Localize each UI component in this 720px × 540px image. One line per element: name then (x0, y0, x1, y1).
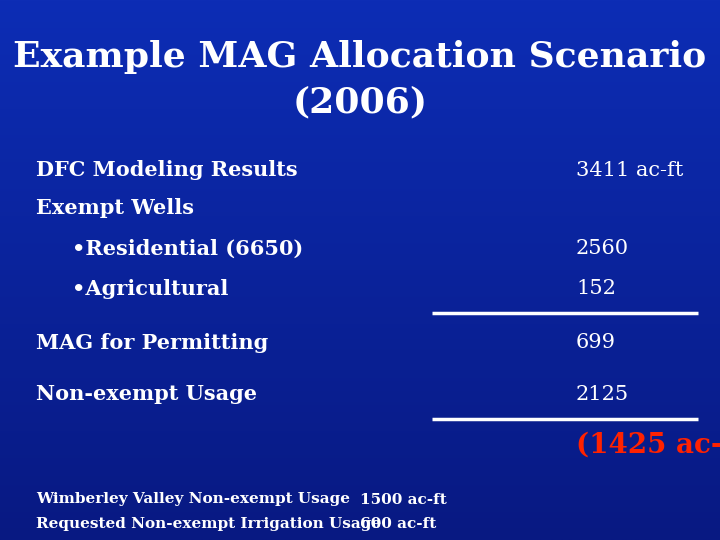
Text: (2006): (2006) (292, 86, 428, 119)
Text: 2125: 2125 (576, 384, 629, 404)
Text: Non-exempt Usage: Non-exempt Usage (36, 384, 257, 404)
Text: 2560: 2560 (576, 239, 629, 258)
Text: Requested Non-exempt Irrigation Usage: Requested Non-exempt Irrigation Usage (36, 517, 381, 531)
Text: (1425 ac-ft): (1425 ac-ft) (576, 432, 720, 459)
Text: •Agricultural: •Agricultural (72, 279, 228, 299)
Text: Wimberley Valley Non-exempt Usage: Wimberley Valley Non-exempt Usage (36, 492, 350, 507)
Text: 699: 699 (576, 333, 616, 353)
Text: Example MAG Allocation Scenario: Example MAG Allocation Scenario (14, 40, 706, 73)
Text: •Residential (6650): •Residential (6650) (72, 238, 303, 259)
Text: 600 ac-ft: 600 ac-ft (360, 517, 436, 531)
Text: 152: 152 (576, 279, 616, 299)
Text: DFC Modeling Results: DFC Modeling Results (36, 160, 297, 180)
Text: 1500 ac-ft: 1500 ac-ft (360, 492, 446, 507)
Text: Exempt Wells: Exempt Wells (36, 198, 194, 218)
Text: MAG for Permitting: MAG for Permitting (36, 333, 269, 353)
Text: 3411 ac-ft: 3411 ac-ft (576, 160, 683, 180)
